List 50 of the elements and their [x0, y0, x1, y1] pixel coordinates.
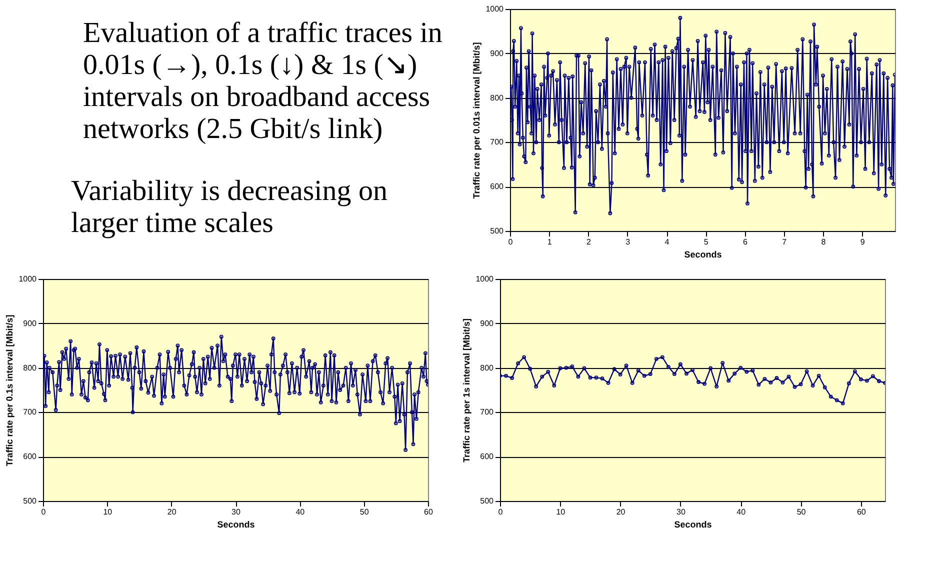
y-tick-label: 700 [480, 408, 494, 417]
x-tick-label: 8 [821, 238, 826, 246]
x-tick-label: 0 [508, 238, 514, 246]
y-tick-label: 1000 [18, 274, 38, 284]
x-tick-label: 50 [796, 508, 806, 516]
y-tick-label: 900 [480, 318, 494, 328]
x-tick-label: 7 [782, 238, 788, 246]
x-tick-label: 20 [167, 508, 177, 516]
y-tick-label: 800 [480, 363, 494, 372]
x-tick-label: 40 [736, 508, 746, 516]
x-tick-label: 10 [103, 508, 113, 516]
x-tick-label: 4 [664, 238, 670, 246]
x-tick-label: 0 [41, 508, 46, 516]
y-axis-title: Traffic rate per 0.1s interval [Mbit/s] [4, 314, 15, 466]
y-axis-title: Traffic rate per 0.01s interval [Mbit/s] [472, 42, 482, 199]
y-tick-label: 800 [490, 93, 504, 102]
x-tick-label: 20 [616, 508, 626, 516]
y-tick-label: 600 [490, 182, 504, 192]
text: Evaluation of a traffic traces in 0.01s (→), 0.1s (↓) & 1s (↘) intervals on broadband access networks (2.5 Gbit/s link) [83, 17, 443, 145]
x-tick-label: 60 [856, 508, 866, 516]
y-tick-label: 1000 [486, 4, 504, 14]
y-tick-label: 600 [480, 452, 494, 462]
x-tick-label: 30 [676, 508, 686, 516]
y-tick-label: 600 [23, 452, 38, 462]
x-tick-label: 6 [743, 238, 748, 246]
y-tick-label: 500 [480, 496, 494, 506]
x-tick-label: 0 [498, 508, 504, 516]
x-axis-title: Seconds [674, 520, 712, 530]
y-tick-label: 800 [23, 363, 38, 372]
y-tick-label: 500 [23, 496, 38, 506]
y-tick-label: 700 [23, 408, 38, 417]
x-tick-label: 5 [704, 238, 709, 246]
x-tick-label: 60 [424, 508, 434, 516]
x-tick-label: 40 [296, 508, 306, 516]
x-tick-label: 9 [860, 238, 866, 246]
x-tick-label: 1 [547, 238, 552, 246]
x-tick-label: 50 [360, 508, 370, 516]
x-tick-label: 3 [626, 238, 631, 246]
y-tick-label: 1000 [476, 274, 494, 284]
x-axis-title: Seconds [217, 520, 255, 530]
y-axis-title: Traffic rate per 1s interval [Mbit/s] [462, 318, 472, 463]
x-axis-title: Seconds [684, 250, 722, 260]
y-tick-label: 900 [23, 318, 38, 328]
y-tick-label: 500 [490, 226, 504, 236]
y-tick-label: 900 [490, 48, 504, 58]
text: Variability is decreasing on larger time scales [71, 175, 388, 239]
x-tick-label: 30 [232, 508, 241, 516]
y-tick-label: 700 [490, 138, 504, 147]
x-tick-label: 10 [556, 508, 566, 516]
x-tick-label: 2 [586, 238, 592, 246]
